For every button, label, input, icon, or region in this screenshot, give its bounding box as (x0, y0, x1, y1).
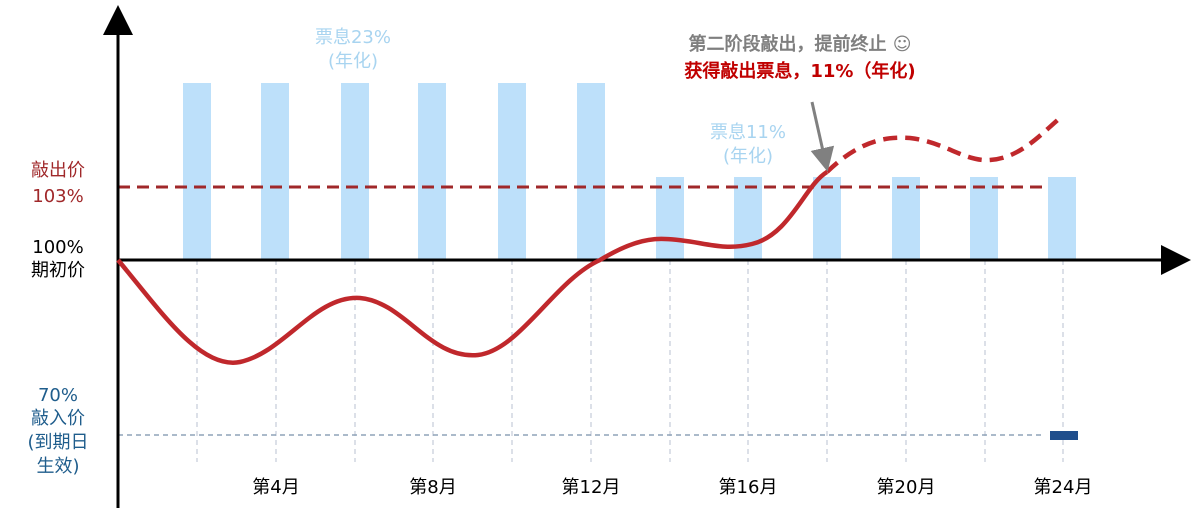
label: (到期日 (27, 432, 88, 453)
x-label: 第12月 (562, 477, 621, 498)
coupon-label: (年化) (328, 51, 378, 72)
label: 70% (38, 385, 78, 406)
price-path (116, 170, 829, 365)
annotation: 第二阶段敲出，提前终止 ☺ (688, 33, 911, 55)
x-label: 第4月 (252, 477, 299, 498)
coupon-label: 票息11% (710, 122, 786, 143)
x-label: 第16月 (719, 477, 778, 498)
annotation-arrow (810, 101, 835, 172)
x-label: 第20月 (877, 477, 936, 498)
maturity-marker (1050, 431, 1078, 440)
label: 103% (32, 186, 83, 207)
label: 敲入价 (31, 408, 85, 429)
label: 生效) (36, 456, 79, 477)
annotation: 获得敲出票息，11%（年化) (684, 60, 915, 82)
label: 100% (32, 237, 83, 258)
x-label: 第8月 (409, 477, 456, 498)
grid-lines (196, 260, 1064, 462)
price-path-after-knockout (825, 116, 1062, 174)
label: 期初价 (31, 260, 85, 281)
label: 敲出价 (31, 160, 85, 181)
coupon-label: (年化) (723, 146, 773, 167)
coupon-bars (183, 83, 1076, 260)
coupon-label: 票息23% (315, 27, 391, 48)
x-label: 第24月 (1034, 477, 1093, 498)
